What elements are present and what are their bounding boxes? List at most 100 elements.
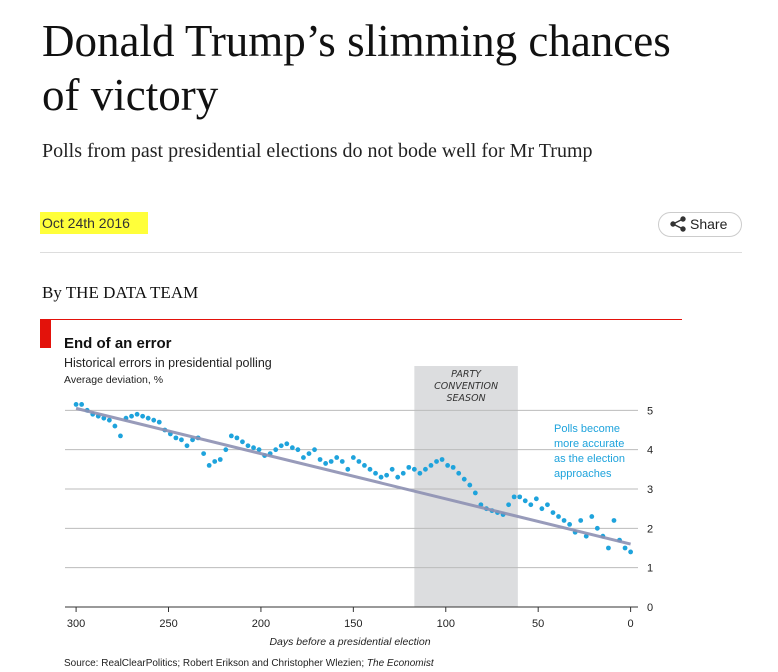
data-point xyxy=(506,502,512,508)
data-point xyxy=(606,545,611,551)
data-point xyxy=(461,476,467,482)
y-tick-label: 0 xyxy=(647,602,653,614)
y-tick-label: 4 xyxy=(647,445,653,457)
data-point xyxy=(129,413,134,419)
data-point xyxy=(284,441,290,447)
data-point xyxy=(234,435,240,441)
data-point xyxy=(301,455,306,460)
data-point xyxy=(156,419,162,425)
x-tick-label: 300 xyxy=(67,618,85,630)
annotation: more accurate xyxy=(554,438,624,450)
date: Oct 24th 2016 xyxy=(42,215,130,231)
y-axis-label: Average deviation, % xyxy=(64,374,163,386)
highlight xyxy=(40,212,148,234)
data-point xyxy=(395,474,401,480)
data-point xyxy=(223,447,229,453)
x-tick-label: 0 xyxy=(628,618,634,630)
convention-band xyxy=(414,366,518,607)
data-point xyxy=(206,463,212,468)
source-italic: The Economist xyxy=(367,658,435,669)
headline: of victory xyxy=(42,70,219,120)
source: Source: RealClearPolitics; Robert Erikso… xyxy=(64,658,435,669)
chart-title: End of an error xyxy=(64,335,172,352)
data-point xyxy=(417,470,423,476)
data-point xyxy=(134,411,140,417)
data-point xyxy=(428,463,434,468)
annotation: approaches xyxy=(554,468,612,480)
data-point xyxy=(145,415,151,421)
y-tick-label: 1 xyxy=(647,563,653,575)
data-point xyxy=(539,506,545,512)
data-point xyxy=(328,459,334,464)
data-point xyxy=(140,413,146,419)
data-point xyxy=(295,447,301,453)
data-point xyxy=(545,502,550,508)
band-label: PARTY xyxy=(451,369,482,380)
data-point xyxy=(439,457,445,462)
data-point xyxy=(594,525,600,531)
trend-line xyxy=(75,406,631,546)
data-point xyxy=(173,435,179,441)
chart-tag xyxy=(40,320,51,348)
data-point xyxy=(400,470,406,476)
data-point xyxy=(151,417,157,423)
x-tick-label: 150 xyxy=(344,618,362,630)
data-point xyxy=(278,443,284,449)
annotation: Polls become xyxy=(554,423,620,435)
share-outline xyxy=(658,212,742,237)
data-point xyxy=(384,472,390,478)
data-point xyxy=(251,445,256,451)
band-label: CONVENTION xyxy=(434,381,498,392)
data-point xyxy=(456,470,462,476)
data-point xyxy=(317,457,323,462)
data-point xyxy=(522,498,528,504)
y-tick-label: 2 xyxy=(647,523,653,535)
data-point xyxy=(228,433,234,439)
data-point xyxy=(112,423,118,429)
data-point xyxy=(517,494,523,500)
data-point xyxy=(73,402,79,407)
data-point xyxy=(567,522,573,527)
data-point xyxy=(323,461,329,466)
data-point xyxy=(101,415,107,421)
subheadline: Polls from past presidential elections d… xyxy=(42,140,593,162)
source-text: Source: RealClearPolitics; Robert Erikso… xyxy=(64,658,367,669)
data-point xyxy=(561,518,567,523)
data-point xyxy=(184,443,190,449)
data-point xyxy=(550,510,556,515)
data-point xyxy=(406,464,412,470)
data-point xyxy=(240,439,245,445)
x-tick-label: 200 xyxy=(252,618,270,630)
data-point xyxy=(273,447,279,453)
data-point xyxy=(356,459,362,464)
data-point xyxy=(556,514,561,519)
data-point xyxy=(528,502,534,508)
data-point xyxy=(434,459,439,464)
data-point xyxy=(423,466,428,472)
headline: Donald Trump’s slimming chances xyxy=(42,16,671,66)
data-point xyxy=(79,402,85,407)
data-point xyxy=(106,417,112,423)
byline: By THE DATA TEAM xyxy=(42,283,198,302)
data-point xyxy=(367,466,373,472)
x-tick-label: 250 xyxy=(159,618,177,630)
data-point xyxy=(628,549,634,555)
data-point xyxy=(450,464,456,470)
y-tick-label: 3 xyxy=(647,484,653,496)
data-point xyxy=(217,457,223,462)
data-point xyxy=(312,447,317,453)
data-point xyxy=(201,451,207,456)
data-point xyxy=(118,433,123,439)
chart-subtitle: Historical errors in presidential pollin… xyxy=(64,356,272,370)
x-tick-label: 100 xyxy=(437,618,455,630)
share-button[interactable]: Share xyxy=(658,212,742,237)
band-label: SEASON xyxy=(447,393,486,404)
share-label: Share xyxy=(690,216,728,232)
data-point xyxy=(339,459,345,464)
data-point xyxy=(589,514,595,519)
data-point xyxy=(511,494,517,500)
data-point xyxy=(289,445,295,451)
x-axis-label: Days before a presidential election xyxy=(269,636,430,648)
x-tick-label: 50 xyxy=(532,618,544,630)
